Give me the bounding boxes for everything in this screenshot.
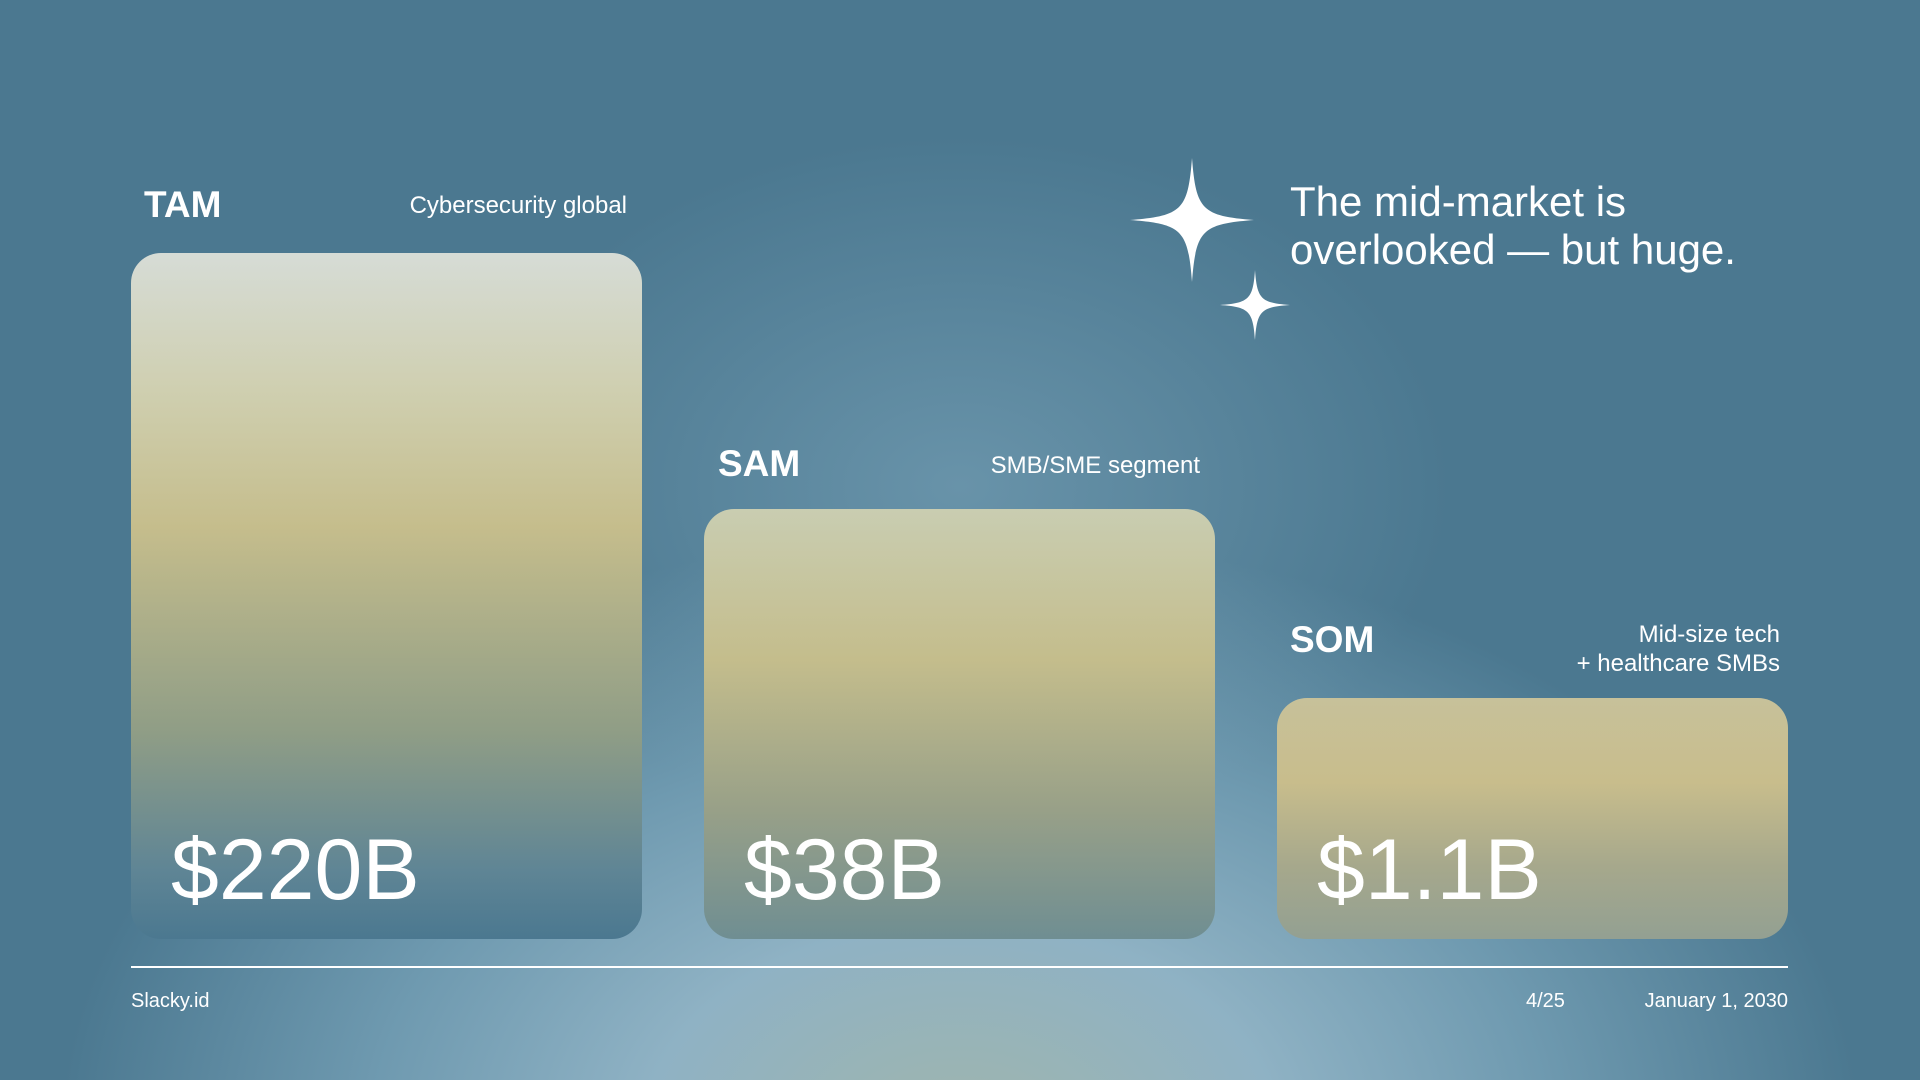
headline: The mid-market is overlooked — but huge. — [1290, 178, 1736, 274]
page-number: 4/25 — [1526, 990, 1565, 1012]
sparkle-large-icon — [1130, 158, 1254, 282]
headline-line1: The mid-market is — [1290, 178, 1627, 225]
tam-card: $220B — [131, 253, 642, 939]
som-description-line1: Mid-size tech — [1638, 621, 1780, 648]
som-description: Mid-size tech + healthcare SMBs — [1577, 620, 1780, 678]
sam-label: SAM — [718, 443, 801, 484]
headline-line2: overlooked — but huge. — [1290, 226, 1736, 273]
sam-value: $38B — [744, 822, 945, 918]
tam-description: Cybersecurity global — [409, 192, 627, 219]
sam-description: SMB/SME segment — [990, 452, 1200, 479]
som-card: $1.1B — [1277, 698, 1788, 939]
footer-brand: Slacky.id — [131, 990, 210, 1012]
som-label: SOM — [1290, 619, 1375, 660]
tam-label: TAM — [144, 184, 222, 225]
som-description-line2: + healthcare SMBs — [1576, 650, 1780, 677]
som-value: $1.1B — [1317, 822, 1542, 918]
footer-divider — [131, 966, 1788, 968]
tam-value: $220B — [171, 822, 420, 918]
sparkle-small-icon — [1220, 270, 1290, 340]
sam-card: $38B — [704, 509, 1215, 939]
footer-date: January 1, 2030 — [1644, 990, 1788, 1012]
